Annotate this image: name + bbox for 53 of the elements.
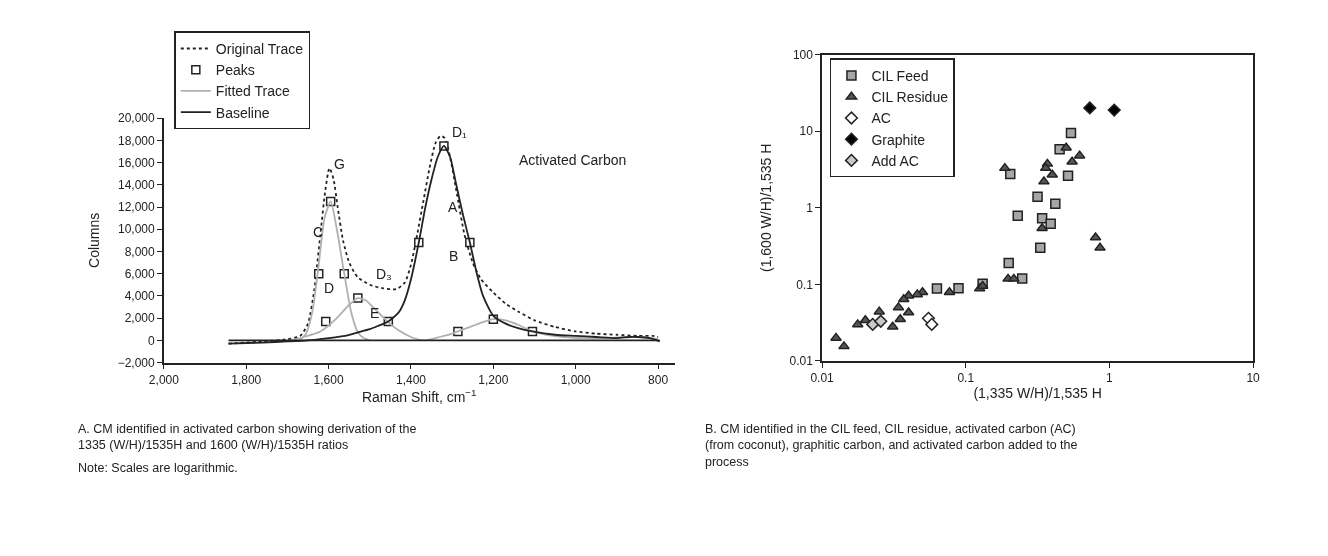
x-tick-label: 1,600: [313, 372, 344, 387]
y-tick-label: 6,000: [124, 266, 156, 281]
x-tick-label: 0.1: [957, 371, 975, 386]
x-tick-label: 1,200: [478, 372, 509, 387]
annotation: C: [313, 224, 324, 240]
y-tick-label: 0: [148, 333, 156, 348]
y-axis-title: (1,600 W/H)/1,535 H: [757, 143, 774, 273]
text: Note: Scales are logarithmic.: [78, 461, 238, 475]
y-tick-label: 8,000: [124, 244, 156, 259]
x-tick-label: 1: [1106, 371, 1114, 386]
annotation: A: [448, 199, 458, 215]
y-tick-label: 2,000: [124, 311, 156, 326]
y-tick-label: 10,000: [118, 222, 156, 237]
y-tick-label: 16,000: [118, 155, 156, 170]
x-tick-label: 2,000: [148, 372, 180, 387]
x-tick-label: 1,400: [395, 372, 427, 387]
y-tick-label: 20,000: [118, 111, 156, 126]
legend-label: CIL Feed: [871, 68, 929, 85]
y-tick-label: 4,000: [124, 289, 156, 304]
x-tick-label: 800: [648, 372, 669, 387]
y-tick-label: 12,000: [118, 200, 156, 215]
x-tick-label: 10: [1246, 371, 1261, 386]
annotation: B: [449, 248, 459, 264]
legend-label: CIL Residue: [871, 89, 949, 106]
y-tick-label: 18,000: [118, 133, 156, 148]
y-tick-label: 10: [799, 124, 814, 139]
legend-label: AC: [871, 110, 891, 127]
x-tick-label: 1,000: [560, 372, 592, 387]
annotation: Activated Carbon: [519, 152, 627, 168]
annotation: D: [324, 280, 335, 296]
annotation: G: [334, 156, 345, 172]
annotation: D₁: [452, 124, 468, 140]
annotation: E: [370, 305, 380, 321]
y-axis-title: Columns: [85, 212, 102, 268]
legend-label: Graphite: [871, 131, 926, 148]
y-tick-label: 1: [806, 201, 814, 216]
legend-label: Original Trace: [215, 40, 304, 57]
x-axis-title: (1,335 W/H)/1,535 H: [973, 385, 1102, 402]
annotation: D₃: [376, 266, 392, 282]
legend-label: Add AC: [871, 152, 919, 169]
y-tick-label: 100: [792, 47, 814, 62]
y-tick-label: −2,000: [117, 355, 156, 370]
legend-label: Fitted Trace: [215, 83, 290, 100]
x-tick-label: 0.01: [810, 371, 835, 386]
y-tick-label: 0.01: [789, 354, 814, 369]
legend-label: Peaks: [215, 62, 255, 79]
text: A. CM identified in activated carbon showing derivation of the 1335 (W/H)/1535H and 1600 (W/H)/1535H ratios: [78, 422, 417, 453]
text: B. CM identified in the CIL feed, CIL residue, activated carbon (AC) (from coconut), graphitic carbon, and activated carbon added to the process: [705, 422, 1078, 469]
y-tick-label: 14,000: [118, 177, 156, 192]
x-axis-title: Raman Shift, cm$^{−1}$: [361, 386, 477, 405]
y-tick-label: 0.1: [796, 277, 814, 292]
legend-label: Baseline: [215, 104, 270, 121]
x-tick-label: 1,800: [231, 372, 262, 387]
